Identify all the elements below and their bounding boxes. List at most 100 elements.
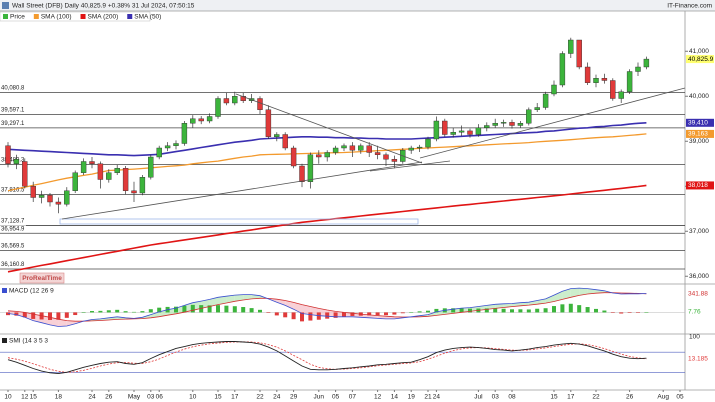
candle-body [416, 146, 423, 149]
histogram-bar [14, 312, 19, 316]
x-tick-label: 14 [391, 394, 399, 401]
x-tick-label: 24 [433, 394, 441, 401]
histogram-bar [434, 308, 439, 313]
candle-body [265, 109, 272, 137]
candle-body [475, 127, 482, 135]
x-tick-label: 26 [626, 394, 634, 401]
macd-fill [344, 312, 353, 317]
histogram-bar [148, 309, 153, 313]
signal-line [7, 341, 647, 373]
candle-body [408, 147, 414, 151]
x-tick-label: 15 [550, 394, 558, 401]
value-tag: 38,018 [688, 182, 708, 189]
level-label: 37,128.7 [1, 219, 25, 225]
legend-swatch [80, 14, 86, 19]
histogram-bar [535, 308, 540, 313]
candle-body [206, 116, 213, 122]
candle-body [148, 156, 154, 178]
histogram-bar [115, 309, 120, 313]
watermark: ProRealTime [22, 275, 62, 282]
histogram-bar [384, 312, 388, 316]
histogram-bar [619, 312, 624, 314]
legend-bg [0, 11, 151, 22]
histogram-bar [409, 312, 414, 313]
candle-body [274, 134, 280, 137]
histogram-bar [594, 308, 598, 313]
x-tick-label: 24 [88, 394, 96, 401]
x-tick-label: 22 [256, 394, 264, 401]
histogram-bar [493, 308, 498, 313]
candle-body [332, 147, 339, 153]
histogram-bar [249, 308, 254, 313]
level-label: 37,816.5 [1, 188, 25, 194]
macd-fill [50, 317, 59, 327]
x-tick-label: 21 [424, 394, 432, 401]
candle-body [5, 145, 11, 164]
histogram-bar [560, 304, 565, 313]
trend-line [419, 87, 686, 159]
candle-body [366, 145, 372, 153]
value-tag: 341.88 [688, 291, 708, 298]
candle-body [156, 147, 162, 158]
x-tick-label: 03 [147, 394, 155, 401]
trend-line [369, 160, 451, 172]
candle-body [64, 190, 70, 205]
sma-line [7, 184, 647, 273]
candle-body [22, 161, 28, 187]
level-label: 39,297.1 [1, 121, 25, 127]
macd-fill [570, 288, 580, 298]
histogram-bar [48, 312, 52, 321]
candle-body [232, 96, 238, 104]
value-tag-bg [686, 289, 714, 298]
candle-body [139, 177, 146, 194]
x-tick-label: 15 [30, 394, 38, 401]
histogram-bar [400, 312, 405, 314]
x-tick-label: 07 [349, 394, 357, 401]
x-tick-label: 19 [408, 394, 416, 401]
level-label-bg [0, 84, 26, 92]
histogram-bar [543, 308, 548, 313]
chart-title: Wall Street (DFB) Daily 40,825.9 +0.38% … [12, 3, 195, 10]
candle-body [122, 168, 129, 191]
legend-swatch [3, 14, 8, 19]
histogram-bar [22, 312, 27, 318]
histogram-bar [577, 305, 582, 313]
candle-body [190, 118, 196, 124]
histogram-bar [636, 312, 640, 313]
source: IT-Finance.com [667, 3, 712, 10]
candle-body [299, 165, 305, 182]
histogram-bar [232, 306, 237, 313]
macd-fill [310, 306, 319, 316]
macd-fill [218, 296, 227, 305]
histogram-bar [31, 312, 36, 319]
histogram-bar [258, 309, 262, 313]
value-tag: 13.185 [688, 356, 708, 363]
macd-fill [562, 288, 571, 300]
candle-body [198, 118, 204, 122]
candle-body [173, 143, 179, 146]
level-label-bg [0, 261, 26, 269]
level-label: 36,160.8 [1, 262, 25, 268]
macd-fill [302, 304, 311, 315]
macd-fill [461, 307, 470, 313]
candle-body [114, 168, 120, 173]
zone-box [59, 218, 419, 225]
macd-fill [33, 314, 42, 323]
candle-body [164, 145, 171, 149]
macd-fill [495, 303, 504, 309]
candle-body [181, 123, 188, 144]
histogram-bar [451, 308, 456, 313]
macd-fill [428, 311, 437, 317]
histogram-bar [375, 312, 380, 316]
candle-body [500, 122, 507, 124]
level-label-bg [0, 217, 26, 225]
candle-body [38, 195, 45, 198]
macd-fill [486, 304, 496, 310]
x-tick-label: Jul [474, 394, 483, 401]
macd-fill [554, 291, 563, 302]
histogram-bar [266, 312, 271, 313]
histogram-bar [627, 312, 632, 313]
histogram-bar [207, 305, 212, 313]
value-tag-bg [686, 181, 714, 190]
